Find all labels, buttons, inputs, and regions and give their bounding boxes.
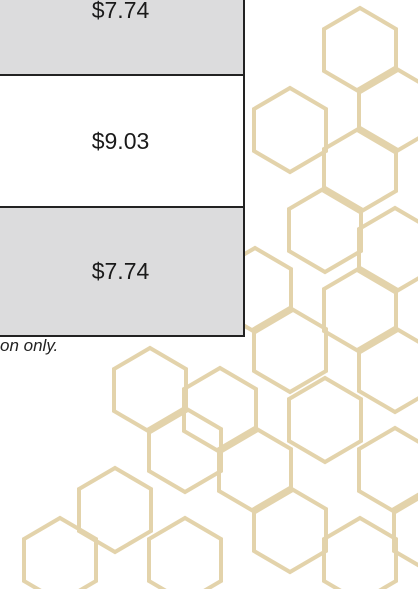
hexagon xyxy=(217,425,293,515)
hexagon xyxy=(22,515,98,589)
hexagon xyxy=(322,265,398,355)
hexagon xyxy=(147,515,223,589)
hexagon xyxy=(357,205,418,295)
cell: $7.74 xyxy=(91,258,150,284)
hexagon xyxy=(112,345,188,435)
hexagon xyxy=(357,325,418,415)
table-row: $7.74 xyxy=(0,0,245,76)
hexagon xyxy=(287,375,363,465)
hexagon xyxy=(392,492,418,568)
hexagon xyxy=(252,485,328,575)
hexagon xyxy=(357,65,418,155)
table-row: $7.74 xyxy=(0,206,245,337)
cell: $9.03 xyxy=(91,127,150,154)
hexagon xyxy=(77,465,153,555)
hexagon xyxy=(322,125,398,215)
table-row: $9.03 xyxy=(0,74,245,208)
cell: $7.74 xyxy=(91,0,150,23)
hexagon xyxy=(252,85,328,175)
hexagon xyxy=(287,185,363,275)
hexagon xyxy=(147,405,223,495)
footnote: on only. xyxy=(0,336,59,355)
hexagon xyxy=(322,515,398,589)
hexagon xyxy=(322,5,398,95)
hexagon xyxy=(252,305,328,395)
